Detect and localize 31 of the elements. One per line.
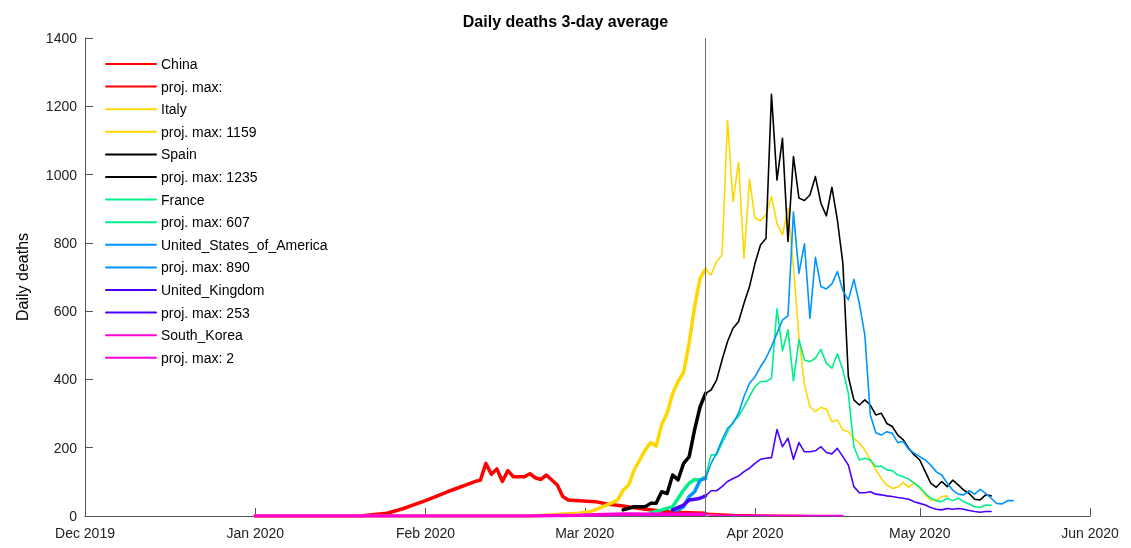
legend-label: United_States_of_America	[161, 236, 328, 253]
y-axis-title: Daily deaths	[13, 232, 31, 322]
legend-label: France	[161, 191, 205, 208]
legend-label: Spain	[161, 146, 197, 163]
legend-label: proj. max: 1235	[161, 169, 258, 185]
y-tick-label: 200	[53, 439, 78, 456]
legend-label: proj. max: 2	[161, 349, 235, 366]
legend-label: proj. max: 253	[161, 304, 250, 321]
legend-label: proj. max: 1159	[161, 123, 257, 140]
legend-label: China	[161, 56, 198, 72]
x-tick-label: Jan 2020	[226, 525, 285, 541]
legend-label: proj. max: 607	[161, 214, 250, 231]
y-tick-label: 1400	[45, 30, 78, 46]
y-tick-label: 1200	[45, 98, 78, 115]
legend-label: United_Kingdom	[161, 282, 265, 298]
y-tick-label: 600	[53, 303, 78, 320]
x-tick-label: Jun 2020	[1061, 525, 1120, 541]
y-tick-label: 0	[69, 508, 78, 524]
y-tick-label: 1000	[45, 166, 78, 183]
x-tick-label: May 2020	[889, 525, 951, 541]
x-tick-label: Mar 2020	[555, 525, 615, 541]
x-tick-label: Apr 2020	[726, 525, 784, 541]
y-tick-label: 800	[53, 234, 78, 251]
x-tick-label: Dec 2019	[55, 525, 116, 541]
x-tick-label: Feb 2020	[395, 525, 456, 541]
legend-label: Italy	[161, 101, 187, 118]
chart-title: Daily deaths 3-day average	[462, 12, 669, 30]
legend-label: proj. max: 890	[161, 259, 250, 276]
legend-label: South_Korea	[161, 327, 243, 344]
legend-label: proj. max:	[161, 78, 223, 95]
y-tick-label: 400	[53, 371, 78, 388]
